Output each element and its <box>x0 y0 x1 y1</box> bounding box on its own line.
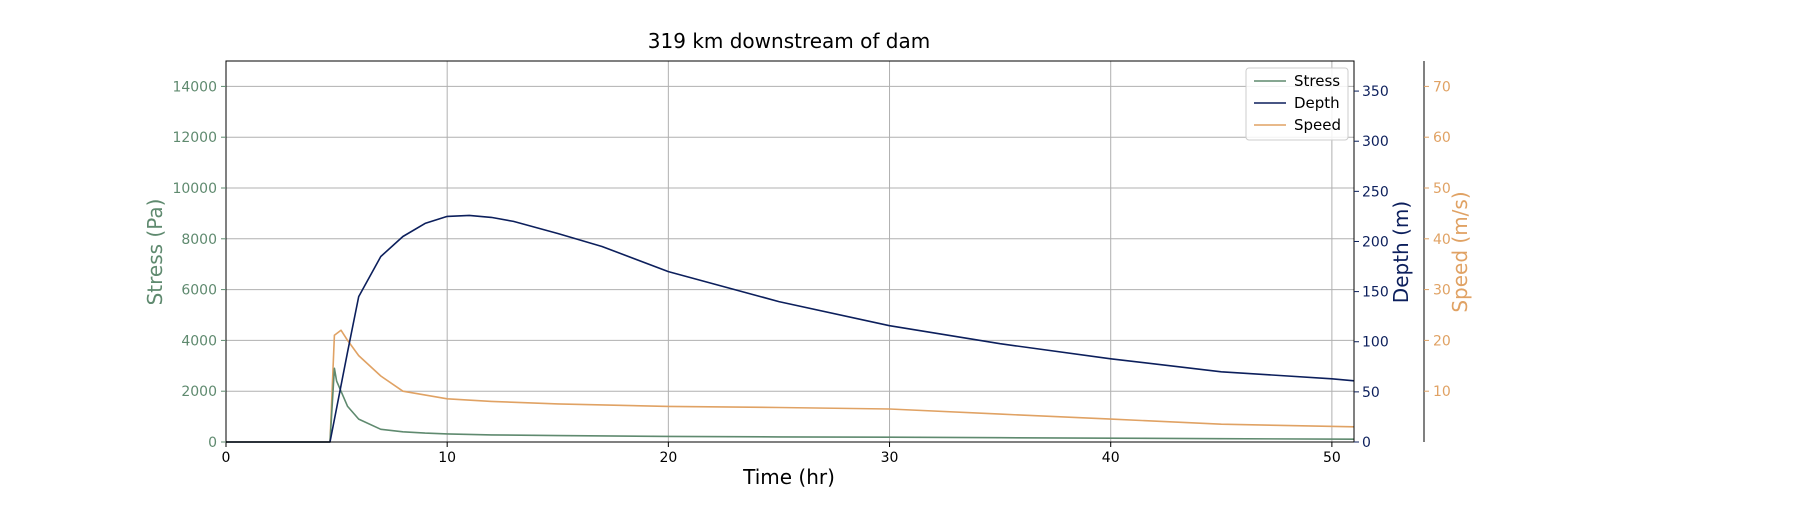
x-axis-label: Time (hr) <box>742 465 835 489</box>
speed-tick-label: 30 <box>1433 283 1451 299</box>
depth-tick-label: 50 <box>1362 385 1380 401</box>
right-y-ticks: 0 50 100 150 200 250 300 350 <box>1354 84 1389 451</box>
speed-tick-label: 20 <box>1433 333 1451 349</box>
x-tick-label: 30 <box>881 450 899 466</box>
speed-tick-label: 40 <box>1433 232 1451 248</box>
grid <box>225 61 1354 443</box>
x-tick-label: 0 <box>222 450 231 466</box>
stress-tick-label: 10000 <box>172 181 217 197</box>
right2-y-ticks: 10 20 30 40 50 60 70 <box>1423 61 1451 442</box>
depth-tick-label: 300 <box>1362 134 1389 150</box>
chart-title: 319 km downstream of dam <box>648 29 930 53</box>
stress-tick-label: 8000 <box>181 232 217 248</box>
x-tick-label: 10 <box>438 450 456 466</box>
speed-axis-label: Speed (m/s) <box>1448 191 1472 312</box>
stress-tick-label: 0 <box>208 435 217 451</box>
speed-tick-label: 50 <box>1433 181 1451 197</box>
legend: Stress Depth Speed <box>1245 67 1349 141</box>
series-stress-line <box>226 367 1355 443</box>
stress-tick-label: 2000 <box>181 384 217 400</box>
x-ticks: 0 10 20 30 40 50 <box>222 442 1341 466</box>
legend-label-depth: Depth <box>1294 94 1340 112</box>
depth-tick-label: 150 <box>1362 285 1389 301</box>
stress-tick-label: 12000 <box>172 130 217 146</box>
depth-tick-label: 100 <box>1362 335 1389 351</box>
x-tick-label: 50 <box>1323 450 1341 466</box>
stress-tick-label: 6000 <box>181 283 217 299</box>
legend-label-speed: Speed <box>1294 116 1341 134</box>
stress-axis-label: Stress (Pa) <box>143 199 167 306</box>
series-depth-line <box>226 214 1355 443</box>
speed-tick-label: 10 <box>1433 384 1451 400</box>
series-layer <box>226 214 1355 443</box>
left-y-ticks: 0 2000 4000 6000 8000 10000 12000 14000 <box>172 79 226 451</box>
legend-label-stress: Stress <box>1294 72 1340 90</box>
depth-axis-label: Depth (m) <box>1389 201 1413 303</box>
x-tick-label: 40 <box>1102 450 1120 466</box>
depth-tick-label: 0 <box>1362 435 1371 451</box>
series-speed-line <box>226 329 1355 443</box>
depth-tick-label: 250 <box>1362 184 1389 200</box>
depth-tick-label: 200 <box>1362 234 1389 250</box>
speed-tick-label: 70 <box>1433 79 1451 95</box>
depth-tick-label: 350 <box>1362 84 1389 100</box>
x-tick-label: 20 <box>659 450 677 466</box>
plot-frame <box>225 60 1355 443</box>
speed-tick-label: 60 <box>1433 130 1451 146</box>
stress-tick-label: 14000 <box>172 79 217 95</box>
stress-tick-label: 4000 <box>181 333 217 349</box>
